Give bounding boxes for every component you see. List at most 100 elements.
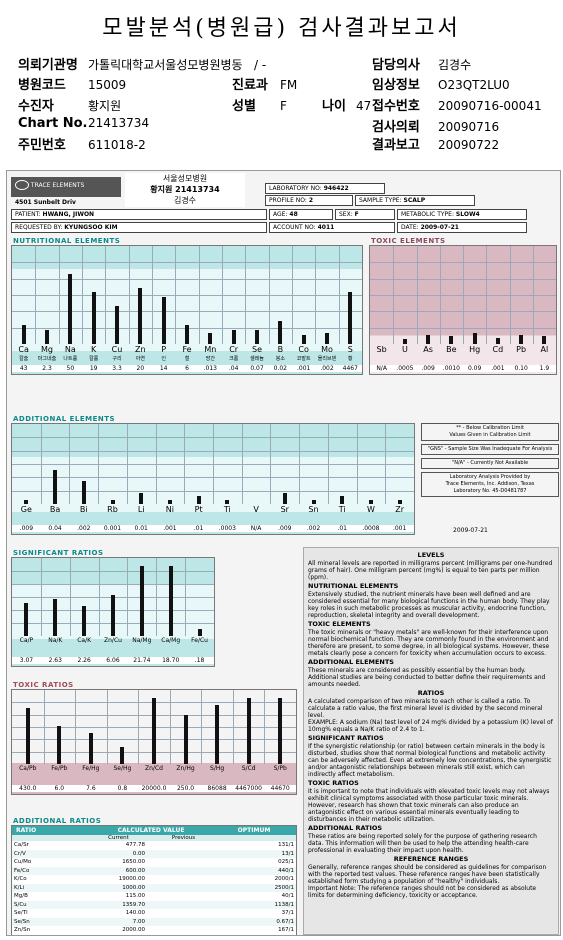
value-bi: .002 [69, 525, 99, 532]
label-s: S [347, 345, 353, 354]
optimum-cell: 2000/1 [274, 876, 294, 883]
bar-zn-cd [152, 697, 156, 764]
label-ba: Ba [49, 505, 61, 514]
request-row: 검사의뢰 20090716 [372, 116, 499, 135]
value-mg: 2.3 [35, 365, 59, 372]
bar-zn-hg [183, 715, 188, 764]
optimum-cell: 440/1 [278, 867, 294, 874]
lab-no-label: LABORATORY NO: [269, 185, 322, 192]
optimum-cell: 167/1 [278, 927, 294, 934]
ratios-text: A calculated comparison of two minerals … [308, 698, 543, 719]
value-ca: 43 [12, 365, 36, 372]
value-li: 0.01 [126, 525, 156, 532]
table-row: Ca/Sr 477.78 131/1 [12, 841, 296, 850]
value-sn: .002 [299, 525, 328, 532]
value-rb: 0.001 [98, 525, 127, 532]
value-mo: .002 [315, 365, 339, 372]
ratio-cell: Cr/V [14, 850, 26, 857]
label-pb: Pb [516, 345, 527, 354]
r-sex-label: SEX: [339, 211, 353, 218]
bar-cd [495, 338, 500, 344]
value-co: .001 [292, 365, 316, 372]
value-sr: .009 [270, 525, 300, 532]
bar-se [255, 329, 259, 344]
nutritional-chart: Ca 칼슘 43 Mg 마그네슘 2.3 Na 나트륨 50 K 칼륨 19 Cu 구리 3.3 Zn 아연 20… [11, 245, 363, 375]
date-label: DATE: [401, 224, 419, 231]
age-row: 나이 47 [322, 95, 371, 114]
dept-value: FM [280, 78, 298, 92]
bar-as [426, 334, 431, 344]
label-k: K [91, 345, 97, 354]
label-s-pb: S/Pb [273, 765, 287, 772]
table-row: Se/Sn 7.00 0.67/1 [12, 917, 296, 926]
bar-ca-k [82, 606, 87, 636]
legend-gns: "GNS" - Sample Size Was Inadequate For A… [421, 444, 559, 455]
chart-label: Chart No. [18, 116, 88, 131]
sig-ratios-title: SIGNIFICANT RATIOS [13, 549, 104, 557]
label-ni: Ni [165, 505, 175, 514]
label-fe-cu: Fe/Cu [191, 637, 208, 644]
table-row: Cu/Mo 1650.00 025/1 [12, 858, 296, 867]
value-al: 1.9 [532, 365, 556, 372]
value-pb: 0.10 [509, 365, 533, 372]
value-hg: 0.09 [463, 365, 487, 372]
sex-value: F [280, 99, 287, 113]
doctor-value: 김경수 [438, 58, 472, 72]
table-row: Fe/Co 600.00 440/1 [12, 866, 296, 876]
label-ti: Ti [223, 505, 231, 514]
value-se-hg: 0.8 [106, 785, 139, 792]
value-s-hg: 86088 [201, 785, 233, 792]
bar-mg [45, 329, 49, 344]
bar-s-pb [278, 697, 283, 764]
profile-value: 2 [308, 197, 314, 204]
sex-label: 성별 [232, 99, 256, 114]
label-bi: Bi [79, 505, 88, 514]
label-s-cd: S/Cd [241, 765, 256, 772]
label-cd: Cd [492, 345, 504, 354]
current-cell: 19000.00 [118, 876, 145, 883]
value-zr: .001 [385, 525, 414, 532]
ratio-cell: Se/Sn [14, 918, 30, 925]
value-fe: 6 [175, 365, 199, 372]
optimum-cell: 131/1 [278, 842, 294, 849]
dept-label: 진료과 [232, 78, 268, 93]
id-row: 주민번호 611018-2 [18, 134, 146, 153]
sample-label: SAMPLE TYPE: [359, 197, 402, 204]
value-fe-cu: .18 [185, 657, 214, 664]
tox-heading: TOXIC ELEMENTS [308, 620, 371, 628]
bar-zr [397, 500, 402, 504]
request-value: 20090716 [438, 120, 500, 134]
value-cr: .04 [222, 365, 246, 372]
ratio-cell: S/Cu [14, 901, 27, 908]
bar-pt [196, 496, 201, 504]
bar-s-hg [215, 704, 220, 764]
korean-k: 칼륨 [89, 356, 99, 362]
value-sb: N/A [370, 365, 394, 372]
korean-cu: 구리 [112, 356, 122, 362]
table-row: Zn/Sn 2000.00 167/1 [12, 926, 296, 935]
metabolic-box: METABOLIC TYPE: SLOW4 [397, 209, 527, 220]
value-ge: .009 [12, 525, 41, 532]
explanation-panel: LEVELS All mineral levels are reported i… [303, 547, 559, 935]
optimum-cell: 40/1 [281, 893, 294, 900]
ratio-cell: Se/Tl [14, 910, 28, 917]
previous-cell [147, 867, 212, 876]
label-zn-cu: Zn/Cu [104, 637, 122, 644]
sample-value: SCALP [403, 197, 426, 204]
metabolic-label: METABOLIC TYPE: [401, 211, 454, 218]
receipt-label: 접수번호 [372, 99, 420, 114]
sex-row: 성별 F [232, 95, 287, 114]
label-mo: Mo [321, 345, 333, 354]
value-ca-p: 3.07 [12, 657, 41, 664]
bar-ca-mg [168, 565, 173, 636]
logo-text: TRACE ELEMENTS [30, 181, 85, 189]
optimum-cell: 1138/1 [274, 901, 294, 908]
label-na-mg: Na/Mg [132, 637, 152, 644]
value-p: 14 [152, 365, 176, 372]
korean-zn: 아연 [135, 356, 145, 362]
korean-b: 붕소 [275, 356, 285, 362]
label-w: W [366, 505, 375, 514]
example-text: EXAMPLE: A sodium (Na) test level of 24 … [308, 719, 553, 733]
date-box: DATE: 2009-07-21 [397, 222, 527, 233]
bar-ni [167, 500, 172, 504]
